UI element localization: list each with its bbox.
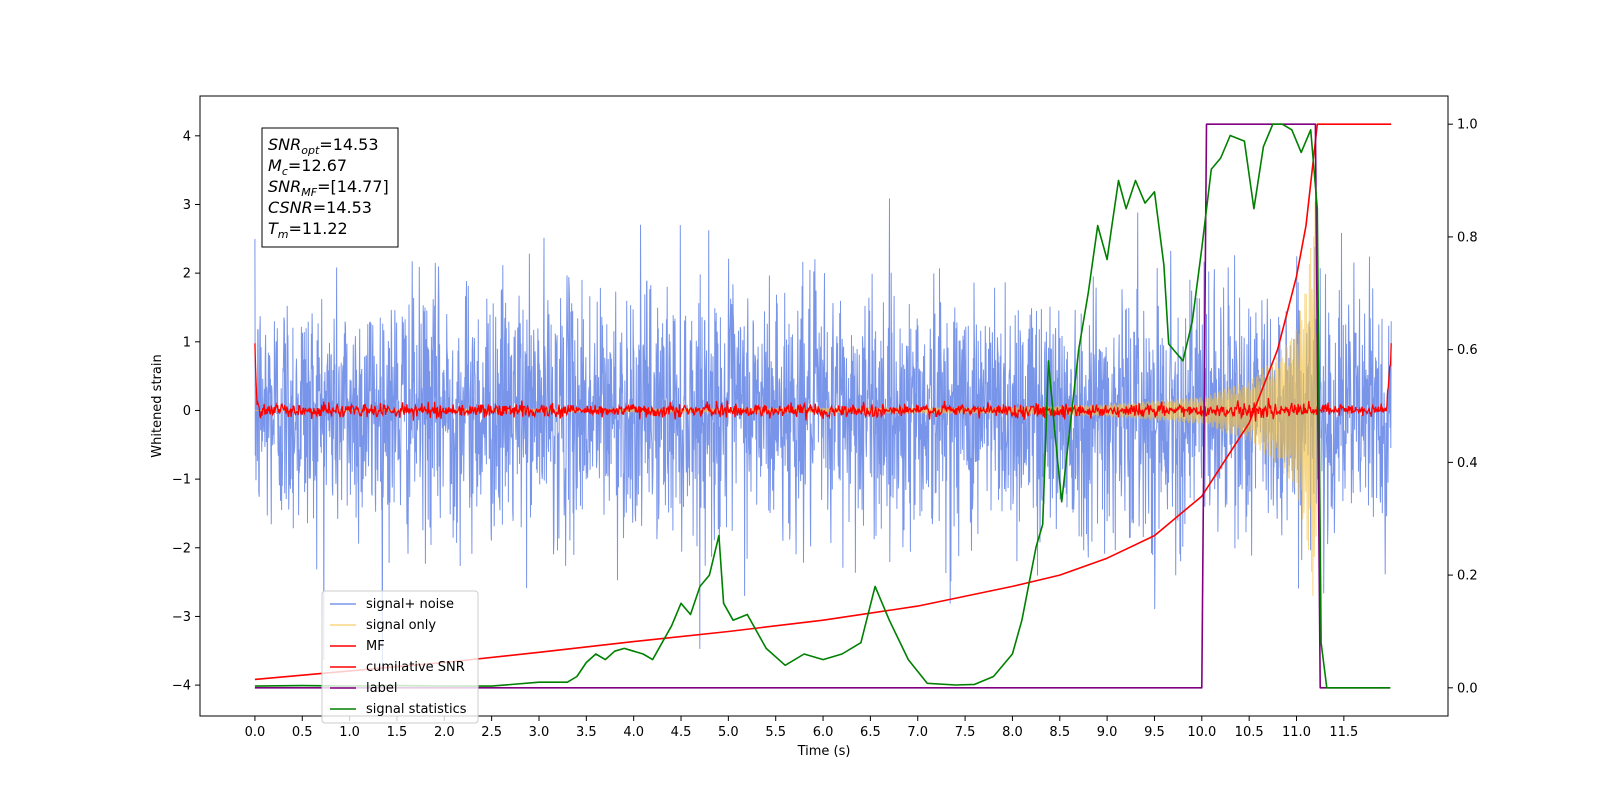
x-tick-label: 7.5: [955, 725, 976, 740]
annotation-line: Mc=12.67: [268, 156, 347, 178]
x-tick-label: 0.5: [292, 725, 313, 740]
left-y-tick-label: 0: [183, 404, 191, 419]
series-signal-statistics: [254, 123, 1391, 689]
left-y-tick-label: −3: [172, 610, 191, 625]
x-tick-label: 6.0: [813, 725, 834, 740]
x-tick-label: 2.0: [434, 725, 455, 740]
left-y-axis: −4 −3 −2 −1 0 1 2 3 4: [172, 129, 200, 694]
y-axis-label: Whitened strain: [150, 354, 165, 457]
annotation-line: Tm=11.22: [268, 219, 348, 241]
x-tick-label: 9.5: [1144, 725, 1165, 740]
x-axis: 0.0 0.5 1.0 1.5 2.0 2.5 3.0 3.5 4.0 4.5 5.0 5.5 6.0 6…: [245, 716, 1358, 740]
x-tick-label: 8.0: [1002, 725, 1023, 740]
left-y-tick-label: 3: [183, 198, 191, 213]
plot-frame: [199, 95, 1449, 717]
x-tick-label: 11.0: [1282, 725, 1311, 740]
legend-label: label: [366, 681, 397, 696]
right-y-tick-label: 0.2: [1457, 569, 1478, 584]
legend-entries: signal+ noise signal only MF cumilative SNR…: [330, 597, 467, 717]
x-tick-label: 6.5: [860, 725, 881, 740]
left-y-tick-label: −1: [172, 473, 191, 488]
x-tick-label: 2.5: [481, 725, 502, 740]
x-tick-label: 5.0: [718, 725, 739, 740]
x-tick-label: 5.5: [765, 725, 786, 740]
legend-frame: [321, 590, 479, 724]
legend-label: MF: [366, 639, 385, 654]
x-tick-label: 11.5: [1329, 725, 1358, 740]
right-y-tick-label: 0.6: [1457, 343, 1478, 358]
annotation-line: CSNR=14.53: [268, 198, 372, 217]
x-tick-label: 1.5: [387, 725, 408, 740]
legend: signal+ noise signal only MF cumilative SNR…: [321, 590, 479, 724]
x-tick-label: 10.0: [1187, 725, 1216, 740]
annotation-frame: [261, 127, 399, 248]
x-tick-label: 9.0: [1097, 725, 1118, 740]
legend-label: cumilative SNR: [366, 660, 465, 675]
x-tick-label: 3.5: [576, 725, 597, 740]
x-tick-label: 8.5: [1049, 725, 1070, 740]
legend-label: signal only: [366, 618, 436, 633]
x-tick-label: 4.5: [671, 725, 692, 740]
series-cumilative-snr: [254, 123, 1392, 681]
annotation-line: SNRMF=[14.77]: [268, 177, 389, 199]
x-tick-label: 7.0: [907, 725, 928, 740]
series-mf: [254, 343, 1392, 422]
legend-label: signal+ noise: [366, 597, 454, 612]
left-y-tick-label: −4: [172, 679, 191, 694]
left-y-tick-label: 1: [183, 335, 191, 350]
annotation-line: SNRopt=14.53: [268, 135, 379, 157]
left-y-tick-label: 2: [183, 267, 191, 282]
x-tick-label: 10.5: [1235, 725, 1264, 740]
legend-label: signal statistics: [366, 702, 467, 717]
annotation-box: SNRopt=14.53Mc=12.67SNRMF=[14.77]CSNR=14…: [261, 127, 399, 248]
series-layer: [254, 123, 1392, 689]
right-y-tick-label: 0.8: [1457, 230, 1478, 245]
x-tick-label: 3.0: [529, 725, 550, 740]
x-tick-label: 4.0: [623, 725, 644, 740]
left-y-tick-label: 4: [183, 129, 191, 144]
series-signal-noise: [254, 198, 1392, 670]
x-tick-label: 1.0: [339, 725, 360, 740]
right-y-axis: 0.0 0.2 0.4 0.6 0.8 1.0: [1448, 118, 1478, 696]
x-tick-label: 0.0: [245, 725, 266, 740]
annotation-lines: SNRopt=14.53Mc=12.67SNRMF=[14.77]CSNR=14…: [268, 135, 389, 241]
right-y-tick-label: 0.4: [1457, 456, 1478, 471]
right-y-tick-label: 0.0: [1457, 681, 1478, 696]
x-axis-label: Time (s): [797, 744, 851, 759]
right-y-tick-label: 1.0: [1457, 118, 1478, 133]
left-y-tick-label: −2: [172, 541, 191, 556]
